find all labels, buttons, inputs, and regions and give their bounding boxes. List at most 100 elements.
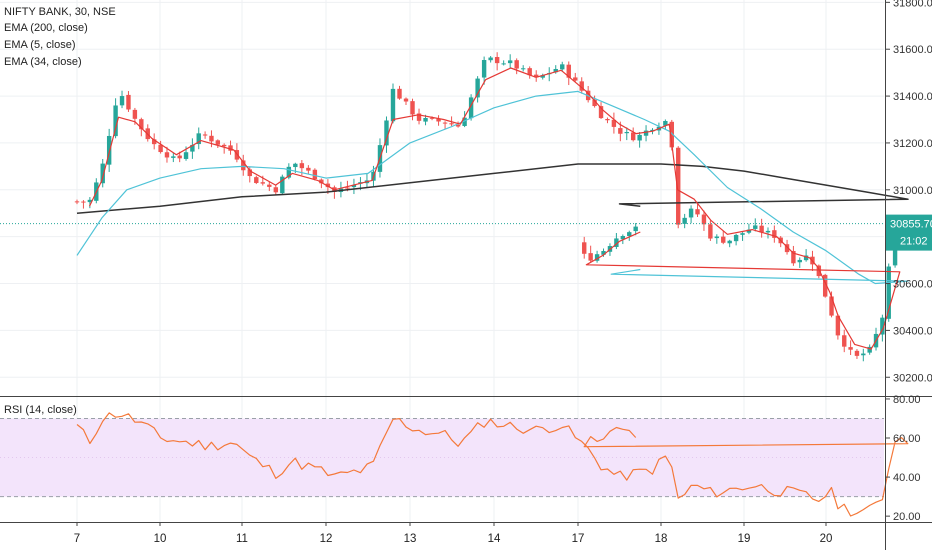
candle-body-102 xyxy=(733,234,739,242)
candle-body-110 xyxy=(784,244,790,253)
candle-8 xyxy=(126,91,131,112)
candle-body-24 xyxy=(228,145,233,151)
candle-45 xyxy=(364,173,370,188)
candle-body-88 xyxy=(643,130,649,136)
candle-body-64 xyxy=(488,57,493,61)
candle-67 xyxy=(507,54,513,69)
candle-118 xyxy=(835,314,841,340)
candle-body-55 xyxy=(429,117,435,119)
candle-97 xyxy=(701,210,707,231)
candle-body-89 xyxy=(650,129,655,132)
candle-body-93 xyxy=(676,147,681,225)
last-price-badge: 30855.70 21:02 xyxy=(886,214,932,251)
ema5-line xyxy=(88,67,901,350)
candle-body-7 xyxy=(119,96,125,106)
candle-113 xyxy=(803,249,809,262)
candle-115 xyxy=(816,264,822,279)
candle-13 xyxy=(158,140,163,154)
candle-102 xyxy=(733,233,739,246)
candle-56 xyxy=(436,115,441,126)
candle-body-138 xyxy=(633,226,638,232)
candle-body-71 xyxy=(534,74,539,78)
candle-body-17 xyxy=(183,152,189,159)
candle-body-85 xyxy=(624,132,629,134)
candle-body-104 xyxy=(746,229,752,233)
candle-100 xyxy=(721,230,726,245)
candle-body-31 xyxy=(273,187,279,193)
candle-body-117 xyxy=(829,296,834,316)
candle-body-106 xyxy=(759,225,764,233)
candle-75 xyxy=(560,61,565,72)
candle-body-87 xyxy=(637,134,642,141)
last-price-label: 30855.70 xyxy=(890,219,932,231)
ema5-legend: EMA (5, close) xyxy=(4,39,76,51)
candle-body-98 xyxy=(708,224,713,239)
candle-body-58 xyxy=(449,123,454,125)
candle-37 xyxy=(312,168,318,181)
candle-body-6 xyxy=(113,105,118,137)
candle-body-2 xyxy=(87,199,93,203)
candle-78 xyxy=(579,77,584,94)
candle-94 xyxy=(682,213,687,229)
candle-body-133 xyxy=(601,251,606,255)
candle-body-34 xyxy=(293,163,298,168)
candle-22 xyxy=(215,139,221,148)
candle-body-94 xyxy=(682,217,687,224)
candle-body-122 xyxy=(861,353,866,356)
candle-body-80 xyxy=(592,99,597,107)
price-tick-label-3: 31200.00 xyxy=(893,138,932,150)
candle-body-62 xyxy=(475,78,480,98)
candle-82 xyxy=(605,117,610,124)
candle-64 xyxy=(488,56,493,63)
candle-71 xyxy=(534,70,539,82)
candle-body-111 xyxy=(791,250,796,264)
candle-body-120 xyxy=(848,347,853,350)
candle-body-30 xyxy=(267,184,272,187)
candle-body-63 xyxy=(481,60,487,78)
candle-48 xyxy=(384,116,389,153)
candle-130 xyxy=(582,236,587,259)
candle-body-4 xyxy=(100,163,105,184)
candle-body-16 xyxy=(177,155,182,159)
candle-body-0 xyxy=(74,201,80,203)
candle-23 xyxy=(221,143,227,154)
candle-body-121 xyxy=(854,350,860,356)
candle-body-126 xyxy=(886,266,891,319)
candle-body-97 xyxy=(701,214,707,225)
candle-93 xyxy=(676,146,681,229)
candle-body-22 xyxy=(215,140,221,145)
candle-105 xyxy=(753,218,758,232)
candle-body-53 xyxy=(416,113,422,121)
price-tick-label-0: 31800.00 xyxy=(893,0,932,9)
date-label-4: 13 xyxy=(404,533,417,545)
candle-43 xyxy=(351,178,357,195)
candle-108 xyxy=(772,225,777,243)
candle-body-91 xyxy=(663,120,668,126)
candle-body-100 xyxy=(721,236,726,243)
rsi-tick-label-1: 60.00 xyxy=(893,433,921,445)
candle-132 xyxy=(594,250,600,263)
candle-123 xyxy=(867,344,872,355)
price-tick-label-8: 30200.00 xyxy=(893,372,932,384)
rsi-pane xyxy=(0,412,909,517)
candle-26 xyxy=(241,154,246,176)
candle-28 xyxy=(254,175,259,185)
candle-body-135 xyxy=(614,238,619,247)
candle-body-8 xyxy=(126,94,131,110)
candle-body-39 xyxy=(325,183,331,188)
candle-body-69 xyxy=(520,68,526,70)
candle-66 xyxy=(501,60,506,66)
candle-body-57 xyxy=(442,122,448,124)
candle-body-19 xyxy=(196,133,201,145)
candle-body-14 xyxy=(164,152,170,158)
candle-49 xyxy=(390,83,396,124)
candle-body-51 xyxy=(403,98,409,102)
rsi-line xyxy=(76,412,909,517)
candle-body-107 xyxy=(765,230,771,233)
candle-body-86 xyxy=(630,132,636,141)
candle-68 xyxy=(514,58,519,75)
candle-96 xyxy=(695,203,700,218)
candle-body-1 xyxy=(81,201,86,203)
candle-body-21 xyxy=(209,135,214,142)
